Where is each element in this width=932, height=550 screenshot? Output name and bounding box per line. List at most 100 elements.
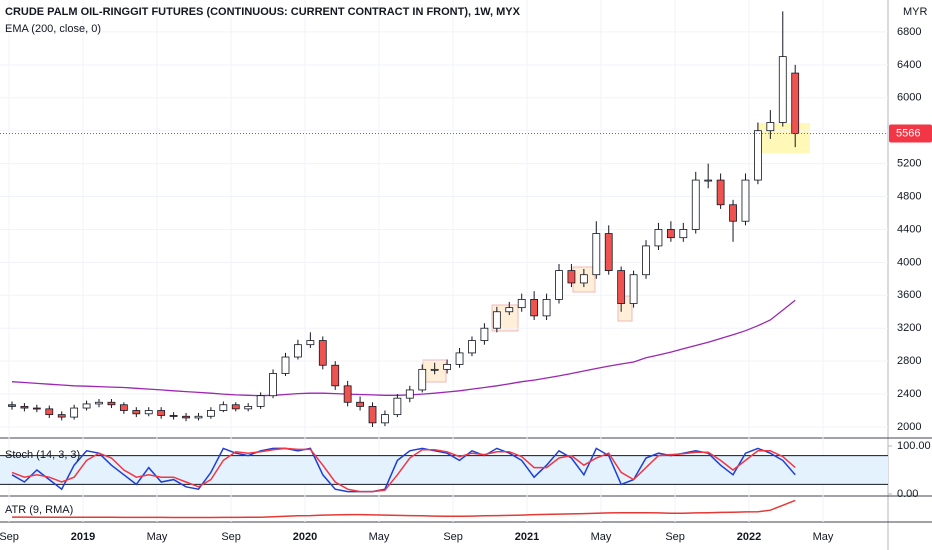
stoch-band	[0, 455, 888, 485]
candle	[455, 347, 464, 368]
candle-body	[642, 245, 650, 276]
y-tick-label: 3200	[897, 322, 921, 334]
candle-body	[281, 356, 290, 374]
candle-body	[132, 410, 141, 415]
candle-body	[579, 274, 588, 284]
candle	[8, 401, 16, 410]
candle	[107, 398, 116, 409]
candle-body	[169, 415, 178, 417]
y-tick-label: 4800	[897, 190, 921, 202]
currency-label: MYR	[903, 6, 928, 18]
candle-body	[393, 397, 402, 416]
x-tick-label: 2019	[71, 531, 95, 543]
candle	[517, 293, 526, 312]
candle	[542, 293, 551, 320]
candle	[306, 332, 315, 348]
candle	[70, 404, 79, 420]
candle	[219, 401, 228, 413]
candle-body	[430, 368, 439, 371]
candle	[132, 407, 141, 418]
candle-body	[356, 401, 364, 407]
indicator-legend: Stoch (14, 3, 3)	[5, 449, 80, 461]
candle	[579, 268, 588, 288]
candle	[157, 407, 166, 419]
y-tick-label: 6000	[897, 92, 921, 104]
indicator-legend: ATR (9, RMA)	[5, 504, 73, 516]
y-tick-label: 6800	[897, 26, 921, 38]
candle-body	[32, 407, 41, 410]
candle	[20, 403, 29, 412]
candle	[666, 221, 675, 242]
candle-body	[231, 404, 240, 410]
candle-body	[492, 311, 501, 329]
candle-body	[654, 229, 663, 247]
candle-body	[144, 410, 153, 415]
candle-body	[517, 299, 526, 309]
candle	[182, 412, 190, 422]
candle-body	[368, 405, 377, 424]
candle-body	[778, 56, 787, 123]
candle-body	[592, 233, 601, 276]
candle	[57, 411, 66, 421]
candle	[418, 364, 427, 393]
candle-body	[754, 130, 762, 181]
candle-body	[791, 72, 800, 134]
candle-body	[766, 122, 775, 132]
candle-body	[294, 344, 302, 358]
candle	[95, 398, 103, 408]
candle	[629, 270, 638, 308]
candle	[281, 352, 290, 376]
candle-body	[256, 395, 265, 407]
candle	[381, 410, 389, 427]
candle-body	[57, 414, 66, 418]
candle	[766, 110, 775, 139]
candle-body	[95, 401, 103, 405]
candle-body	[666, 229, 675, 239]
candle	[194, 412, 203, 421]
candle	[331, 361, 340, 390]
candle-body	[604, 233, 613, 272]
candle	[592, 221, 601, 279]
candle-body	[617, 270, 626, 304]
candle-body	[567, 270, 576, 284]
candle	[567, 264, 576, 288]
highlight-box	[757, 123, 810, 153]
y-tick-label: 2800	[897, 355, 921, 367]
x-tick-label: May	[147, 531, 168, 543]
candle-body	[629, 274, 638, 304]
candle	[679, 222, 688, 242]
candle-body	[691, 179, 700, 230]
candle-body	[244, 405, 253, 410]
candle-body	[306, 340, 315, 346]
candle-body	[219, 404, 228, 411]
candle	[555, 264, 563, 304]
candle	[741, 173, 750, 226]
candle	[368, 402, 377, 427]
candle	[294, 339, 302, 360]
candle-body	[455, 352, 464, 365]
candle	[443, 359, 452, 374]
candle	[468, 336, 476, 357]
candle-body	[8, 404, 16, 407]
candle	[492, 306, 501, 333]
y-tick-label: 2000	[897, 421, 921, 433]
candle-body	[505, 307, 514, 313]
candle-body	[716, 179, 725, 206]
indicator-line	[11, 447, 796, 493]
candle	[45, 405, 54, 418]
candle	[32, 404, 41, 413]
candle	[169, 412, 178, 420]
candle	[617, 266, 626, 312]
x-tick-label: May	[591, 531, 612, 543]
x-tick-label: Sep	[665, 531, 685, 543]
candle-body	[480, 327, 489, 341]
candle-body	[269, 373, 277, 397]
y-tick-label: 0.00	[897, 488, 918, 500]
x-tick-label: 2020	[293, 531, 317, 543]
candle	[691, 171, 700, 234]
indicator-line	[12, 499, 796, 519]
candle-body	[119, 404, 128, 411]
y-tick-label: 4400	[897, 223, 921, 235]
candle	[244, 403, 253, 412]
